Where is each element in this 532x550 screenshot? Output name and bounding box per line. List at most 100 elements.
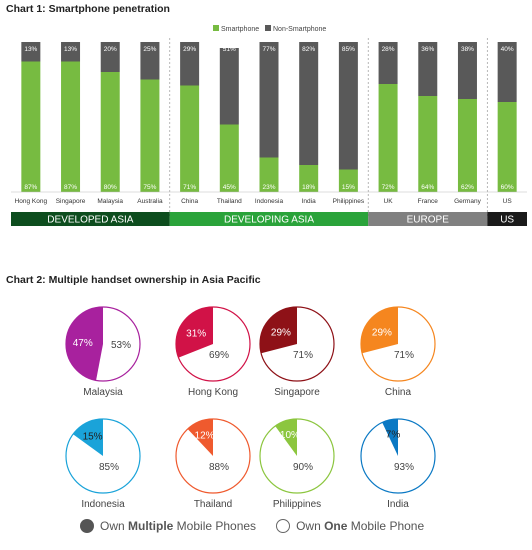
bar-non-smartphone-11 <box>457 42 477 99</box>
group-band-2 <box>368 212 488 226</box>
chart2-title: Chart 2: Multiple handset ownership in A… <box>6 274 261 286</box>
pie-malaysia: 47% 53% Malaysia <box>65 306 141 398</box>
pie-china: 29%71% China <box>360 306 436 398</box>
pie-slice-multiple-1 <box>176 307 213 358</box>
label-non-smartphone-6: 77% <box>262 46 275 53</box>
label-smartphone-6: 23% <box>262 184 275 191</box>
legend-multiple-swatch <box>80 519 94 533</box>
bar-non-smartphone-3 <box>140 42 160 80</box>
pie-label-multiple-5: 12% <box>195 431 215 442</box>
bar-non-smartphone-1 <box>61 42 81 62</box>
label-smartphone-10: 64% <box>421 184 434 191</box>
label-non-smartphone-8: 85% <box>342 46 355 53</box>
group-label-0: DEVELOPED ASIA <box>47 215 133 226</box>
x-tick-label-12: US <box>503 198 513 205</box>
bar-smartphone-9 <box>378 84 398 192</box>
label-non-smartphone-3: 25% <box>143 46 156 53</box>
label-smartphone-8: 15% <box>342 184 355 191</box>
x-tick-label-10: France <box>418 198 439 205</box>
group-band-3 <box>487 212 527 226</box>
pie-label-multiple-2: 29% <box>271 328 291 339</box>
label-smartphone-11: 62% <box>461 184 474 191</box>
bar-non-smartphone-5 <box>219 48 239 125</box>
label-non-smartphone-12: 40% <box>501 46 514 53</box>
pie-title-3: China <box>385 387 412 398</box>
bar-smartphone-10 <box>418 96 438 192</box>
pie-label-one-3: 71% <box>394 350 414 361</box>
label-non-smartphone-11: 38% <box>461 46 474 53</box>
label-non-smartphone-9: 28% <box>382 46 395 53</box>
legend-one: Own One Mobile Phone <box>276 519 424 533</box>
label-non-smartphone-1: 13% <box>64 46 77 53</box>
bar-non-smartphone-7 <box>299 42 319 165</box>
pie-label-multiple-6: 10% <box>280 430 300 441</box>
x-tick-label-9: UK <box>384 198 394 205</box>
pie-slice-multiple-5 <box>187 419 213 456</box>
label-smartphone-7: 18% <box>302 184 315 191</box>
bar-smartphone-6 <box>259 157 279 192</box>
legend-multiple-bold: Multiple <box>128 519 174 533</box>
label-smartphone-2: 80% <box>104 184 117 191</box>
pie-label-one-5: 88% <box>209 462 229 473</box>
bar-smartphone-5 <box>219 124 239 192</box>
legend-swatch-non-smartphone <box>265 25 271 31</box>
x-tick-label-2: Malaysia <box>97 198 123 205</box>
x-tick-label-8: Philippines <box>333 198 365 205</box>
label-smartphone-9: 72% <box>382 184 395 191</box>
x-tick-label-5: Thailand <box>217 198 242 205</box>
x-tick-label-0: Hong Kong <box>15 198 48 205</box>
bar-non-smartphone-9 <box>378 42 398 84</box>
pie-indonesia: 15% 85% Indonesia <box>65 418 141 510</box>
pie-title-1: Hong Kong <box>188 387 238 398</box>
bar-non-smartphone-6 <box>259 42 279 158</box>
bar-smartphone-12 <box>497 102 517 192</box>
chart2-legend: Own Multiple Mobile Phones Own One Mobil… <box>80 519 444 533</box>
legend-label-non-smartphone: Non-Smartphone <box>273 26 326 33</box>
pie-slice-multiple-7 <box>382 419 398 456</box>
pie-slice-multiple-2 <box>260 307 297 354</box>
group-label-2: EUROPE <box>407 215 450 226</box>
bar-smartphone-0 <box>21 61 41 192</box>
group-label-1: DEVELOPING ASIA <box>224 215 314 226</box>
bar-smartphone-8 <box>338 169 358 192</box>
bar-smartphone-3 <box>140 79 160 192</box>
pie-label-multiple-4: 15% <box>83 432 103 443</box>
pie-slice-multiple-6 <box>275 419 297 456</box>
pie-title-2: Singapore <box>274 387 320 398</box>
label-smartphone-0: 87% <box>24 184 37 191</box>
pie-singapore: 29%71% Singapore <box>259 306 335 398</box>
pie-title-0: Malaysia <box>83 387 123 398</box>
bar-smartphone-11 <box>457 99 477 192</box>
pie-philippines: 10% 90% Philippines <box>259 418 335 510</box>
chart1-svg: Smartphone Non-Smartphone 13% 87% Hong Kong 1… <box>11 25 527 226</box>
pie-india: 7% 93% India <box>360 418 436 510</box>
pie-label-one-6: 90% <box>293 462 313 473</box>
label-non-smartphone-4: 29% <box>183 46 196 53</box>
bar-non-smartphone-0 <box>21 42 41 62</box>
label-smartphone-1: 87% <box>64 184 77 191</box>
group-band-0 <box>11 212 170 226</box>
pie-thailand: 12% 88% Thailand <box>175 418 251 510</box>
label-non-smartphone-2: 20% <box>104 46 117 53</box>
pie-hong-kong: 31%69% Hong Kong <box>175 306 251 398</box>
pie-label-one-2: 71% <box>293 350 313 361</box>
pie-label-one-4: 85% <box>99 462 119 473</box>
bar-non-smartphone-8 <box>338 42 358 170</box>
legend-swatch-smartphone <box>213 25 219 31</box>
label-non-smartphone-7: 82% <box>302 46 315 53</box>
x-tick-label-6: Indonesia <box>255 198 284 205</box>
label-non-smartphone-0: 13% <box>24 46 37 53</box>
pie-title-6: Philippines <box>273 499 321 510</box>
pie-slice-multiple-4 <box>73 419 103 456</box>
label-smartphone-5: 45% <box>223 184 236 191</box>
label-non-smartphone-5: 51% <box>223 46 236 53</box>
legend-one-bold: One <box>324 519 348 533</box>
label-smartphone-12: 60% <box>501 184 514 191</box>
x-tick-label-1: Singapore <box>56 198 86 205</box>
legend-multiple: Own Multiple Mobile Phones <box>80 519 256 533</box>
bar-non-smartphone-12 <box>497 42 517 102</box>
pie-title-7: India <box>387 499 409 510</box>
label-smartphone-3: 75% <box>143 184 156 191</box>
legend-label-smartphone: Smartphone <box>221 26 259 33</box>
pie-label-one-0: 53% <box>111 340 131 351</box>
